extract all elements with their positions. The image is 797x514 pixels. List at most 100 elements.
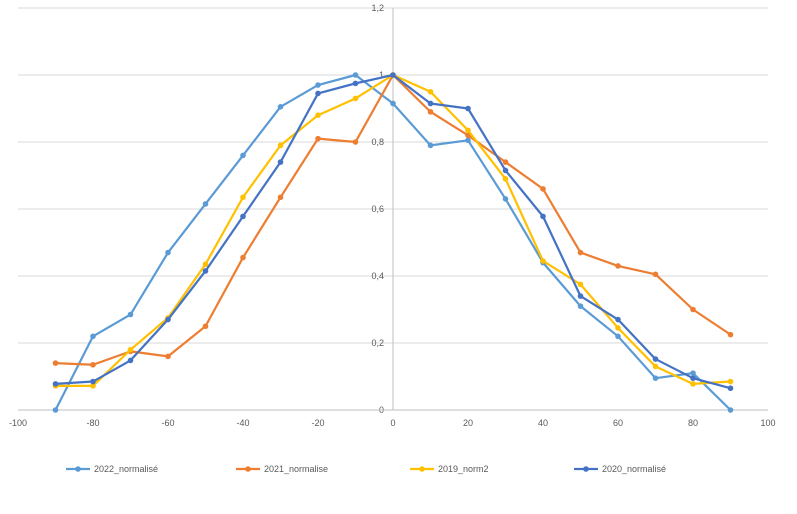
x-tick-label: -100 — [9, 418, 27, 428]
data-point — [352, 80, 359, 87]
x-tick-label: 60 — [613, 418, 623, 428]
data-point — [315, 90, 321, 97]
legend: 2022_normalisé 2021_normalise 2019_norm2 20… — [66, 464, 666, 474]
legend-swatch-marker — [419, 466, 425, 472]
data-point — [615, 316, 621, 323]
data-point — [690, 306, 696, 313]
data-point — [540, 213, 546, 220]
data-point — [502, 196, 509, 202]
x-tick-label: 0 — [390, 418, 395, 428]
x-tick-label: -40 — [236, 418, 249, 428]
data-point — [652, 271, 659, 278]
data-point — [240, 194, 246, 201]
data-point — [52, 360, 59, 366]
data-point — [52, 407, 59, 413]
data-point — [277, 194, 284, 201]
data-point — [165, 316, 171, 323]
series-0 — [52, 72, 734, 413]
legend-item-1: 2021_normalise — [236, 464, 328, 474]
data-point — [165, 249, 171, 256]
legend-item-0: 2022_normalisé — [66, 464, 158, 474]
data-point — [502, 176, 509, 182]
data-point — [652, 363, 659, 370]
data-point — [465, 137, 471, 144]
series-lines — [52, 72, 734, 413]
y-tick-label: 0,4 — [371, 271, 384, 281]
data-point — [165, 353, 171, 360]
x-tick-label: 20 — [463, 418, 473, 428]
data-point — [240, 254, 246, 261]
legend-label: 2021_normalise — [264, 464, 328, 474]
data-point — [502, 159, 509, 165]
data-point — [727, 378, 734, 385]
legend-swatch-marker — [75, 466, 81, 472]
data-point — [202, 268, 209, 274]
data-point — [615, 325, 621, 331]
data-point — [540, 186, 546, 192]
data-point — [352, 95, 359, 102]
y-tick-label: 1 — [379, 70, 384, 80]
legend-label: 2020_normalisé — [602, 464, 666, 474]
data-point — [390, 72, 396, 78]
data-point — [127, 346, 134, 353]
data-point — [652, 356, 659, 362]
data-point — [127, 357, 134, 364]
data-point — [90, 383, 96, 389]
data-point — [427, 100, 434, 107]
y-tick-label: 0,2 — [371, 338, 384, 348]
legend-label: 2022_normalisé — [94, 464, 158, 474]
data-point — [540, 258, 546, 264]
data-point — [277, 159, 284, 165]
data-point — [390, 100, 396, 107]
x-tick-label: -80 — [86, 418, 99, 428]
data-point — [465, 105, 471, 112]
y-tick-label: 1,2 — [371, 3, 384, 13]
data-point — [690, 370, 696, 376]
x-tick-label: 100 — [760, 418, 775, 428]
data-point — [90, 378, 96, 385]
data-point — [690, 375, 696, 381]
data-point — [202, 323, 209, 330]
series-3 — [52, 72, 734, 392]
data-point — [465, 127, 471, 134]
y-tick-label: 0,6 — [371, 204, 384, 214]
data-point — [277, 142, 284, 149]
data-point — [577, 293, 584, 299]
data-point — [52, 381, 59, 387]
x-axis: -100 -80 -60 -40 -20 0 20 40 60 80 100 — [9, 409, 776, 428]
data-point — [502, 167, 509, 174]
data-point — [240, 213, 246, 220]
data-point — [127, 311, 134, 318]
data-point — [727, 407, 734, 413]
legend-swatch-marker — [583, 466, 589, 472]
data-point — [690, 381, 696, 387]
data-point — [577, 281, 584, 288]
data-point — [240, 152, 246, 159]
x-tick-label: 40 — [538, 418, 548, 428]
legend-item-2: 2019_norm2 — [410, 464, 489, 474]
x-tick-label: -60 — [161, 418, 174, 428]
data-point — [277, 104, 284, 110]
data-point — [427, 109, 434, 115]
data-point — [727, 331, 734, 338]
legend-item-3: 2020_normalisé — [574, 464, 666, 474]
x-tick-label: -20 — [311, 418, 324, 428]
data-point — [352, 139, 359, 145]
data-point — [315, 82, 321, 88]
data-point — [615, 263, 621, 269]
x-tick-label: 80 — [688, 418, 698, 428]
data-point — [315, 135, 321, 142]
data-point — [727, 385, 734, 392]
data-point — [90, 333, 96, 340]
data-point — [427, 142, 434, 149]
y-tick-label: 0,8 — [371, 137, 384, 147]
legend-label: 2019_norm2 — [438, 464, 489, 474]
data-point — [577, 303, 584, 309]
legend-swatch-marker — [245, 466, 251, 472]
data-point — [315, 112, 321, 118]
data-point — [652, 375, 659, 381]
data-point — [427, 88, 434, 95]
data-point — [465, 132, 471, 139]
data-point — [577, 249, 584, 256]
